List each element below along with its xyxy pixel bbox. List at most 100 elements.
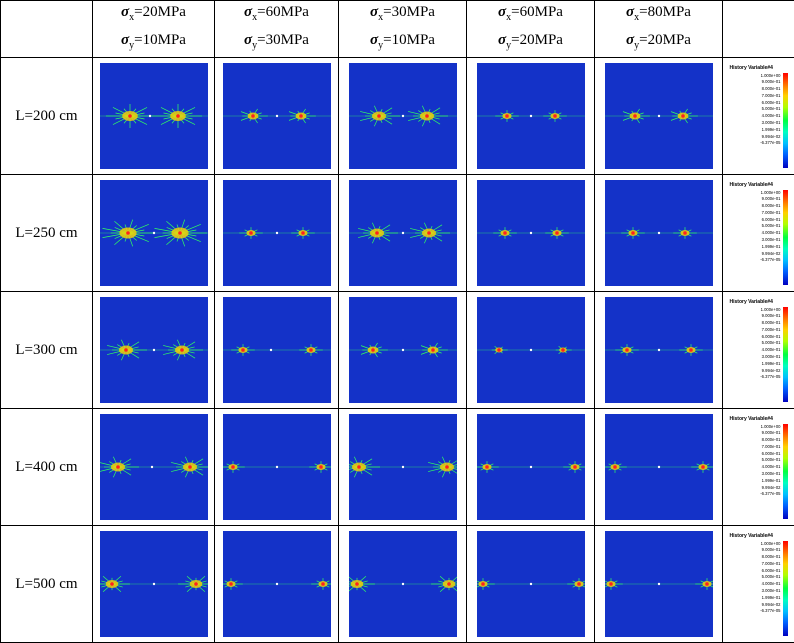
damage-core — [485, 465, 489, 469]
legend-tick-label: 7.000e-01 — [730, 561, 781, 568]
borehole-marker — [275, 466, 277, 468]
stress-value: =30MPa — [383, 4, 435, 20]
borehole-marker — [275, 232, 277, 234]
damage-contour-plot — [349, 180, 457, 286]
borehole-marker — [269, 349, 271, 351]
legend-tick-label: 6.000e-01 — [730, 451, 781, 458]
legend-tick-label: 9.000e-01 — [730, 196, 781, 203]
simulation-cell — [215, 58, 339, 175]
legend-tick-label: 1.000e+00 — [730, 307, 781, 314]
corner-cell — [1, 1, 93, 58]
damage-core — [447, 582, 451, 586]
damage-core — [176, 114, 180, 118]
damage-contour-plot — [223, 531, 331, 637]
sigma-symbol: σ — [498, 4, 506, 20]
legend-tick-label: 6.000e-01 — [730, 100, 781, 107]
stress-label: σy=30MPa — [215, 29, 338, 57]
damage-contour-plot — [100, 180, 208, 286]
damage-core — [425, 114, 429, 118]
damage-contour-plot — [605, 297, 713, 403]
center-dot — [529, 232, 531, 234]
legend-tick-label: 1.999e-01 — [730, 595, 781, 602]
borehole-marker — [529, 232, 531, 234]
damage-contour-plot — [605, 180, 713, 286]
damage-core — [126, 231, 130, 235]
legend-tick-label: 5.000e-01 — [730, 223, 781, 230]
damage-core — [375, 231, 379, 235]
legend-title: History Variable#4 — [730, 299, 788, 305]
damage-core — [116, 465, 120, 469]
legend-tick-label: 5.000e-01 — [730, 340, 781, 347]
stress-label: σx=80MPa — [595, 1, 722, 29]
legend-title: History Variable#4 — [730, 533, 788, 539]
legend-color-bar — [783, 541, 788, 636]
damage-contour-plot — [100, 63, 208, 169]
borehole-marker — [529, 115, 531, 117]
simulation-cell — [595, 175, 723, 292]
legend-tick-label: 1.999e-01 — [730, 127, 781, 134]
legend-tick-label: 9.000e-01 — [730, 79, 781, 86]
borehole-marker — [152, 349, 154, 351]
borehole-marker — [657, 232, 659, 234]
simulation-cell — [595, 409, 723, 526]
borehole-marker — [275, 583, 277, 585]
damage-core — [633, 114, 637, 118]
center-dot — [657, 583, 659, 585]
center-dot — [275, 115, 277, 117]
legend-tick-label: 1.000e+00 — [730, 73, 781, 80]
center-dot — [529, 115, 531, 117]
damage-core — [555, 231, 559, 235]
sigma-symbol: σ — [498, 32, 506, 48]
damage-core — [110, 582, 114, 586]
damage-core — [355, 582, 359, 586]
damage-contour-plot — [605, 63, 713, 169]
center-dot — [150, 466, 152, 468]
stress-value: =20MPa — [134, 4, 186, 20]
simulation-cell — [339, 409, 467, 526]
legend-tick-label: -6.377e-05 — [730, 257, 781, 264]
borehole-marker — [657, 115, 659, 117]
damage-contour-plot — [349, 414, 457, 520]
simulation-cell — [93, 526, 215, 643]
damage-core — [319, 465, 323, 469]
borehole-marker — [529, 466, 531, 468]
legend-tick-label: 7.000e-01 — [730, 444, 781, 451]
center-dot — [152, 232, 154, 234]
simulation-cell — [595, 526, 723, 643]
crack-tip-zone — [153, 104, 201, 128]
simulation-cell — [595, 58, 723, 175]
damage-core — [683, 231, 687, 235]
simulation-cell — [93, 175, 215, 292]
simulation-cell — [467, 526, 595, 643]
center-dot — [657, 349, 659, 351]
stress-label: σy=20MPa — [595, 29, 722, 57]
stress-value: =60MPa — [511, 4, 563, 20]
legend-tick-label: 1.999e-01 — [730, 361, 781, 368]
center-dot — [275, 466, 277, 468]
borehole-marker — [401, 583, 403, 585]
damage-core — [497, 348, 501, 352]
legend-tick-label: 6.000e-01 — [730, 568, 781, 575]
legend-tick-label: 9.994e-02 — [730, 602, 781, 609]
damage-core — [431, 348, 435, 352]
legend-title: History Variable#4 — [730, 182, 788, 188]
stress-value: =60MPa — [257, 4, 309, 20]
damage-contour-plot — [100, 414, 208, 520]
center-dot — [529, 466, 531, 468]
legend-tick-label: 1.000e+00 — [730, 424, 781, 431]
simulation-cell — [339, 58, 467, 175]
sigma-symbol: σ — [626, 4, 634, 20]
damage-core — [124, 348, 128, 352]
damage-core — [689, 348, 693, 352]
sigma-symbol: σ — [244, 32, 252, 48]
simulation-cell — [467, 409, 595, 526]
